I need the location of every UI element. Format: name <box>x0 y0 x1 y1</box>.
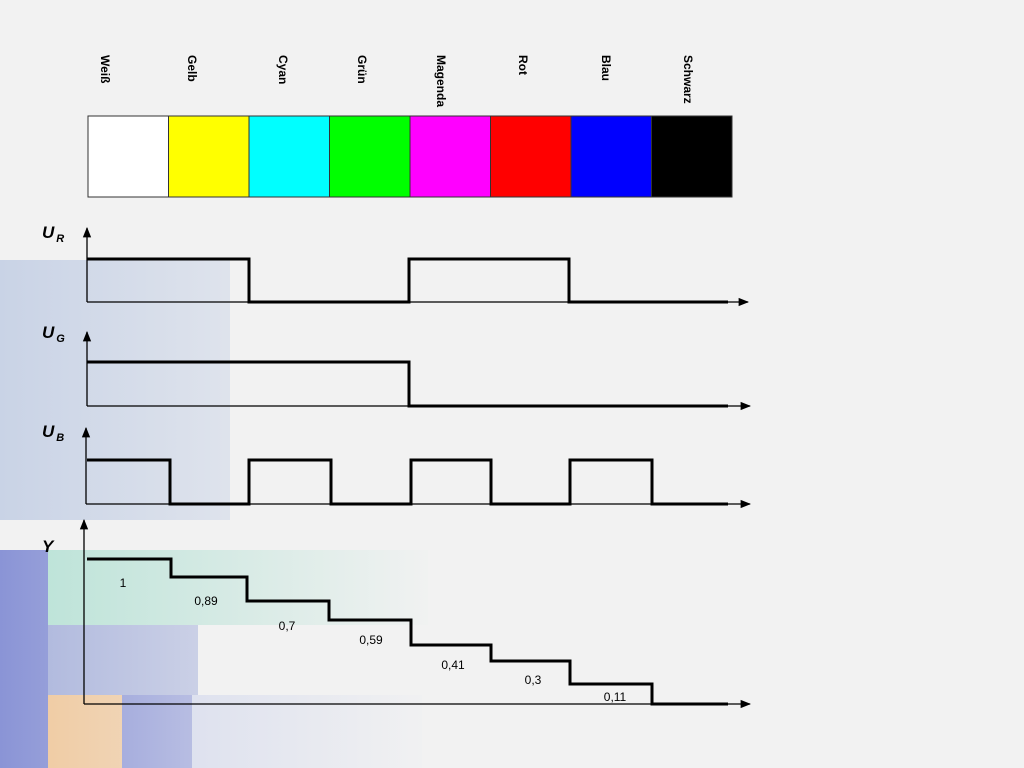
level-label: 0,59 <box>359 633 383 647</box>
color-label: Rot <box>516 55 530 75</box>
level-label: 0,89 <box>194 594 218 608</box>
signal-subscript: G <box>56 333 65 345</box>
level-label: 1 <box>120 576 127 590</box>
bar-white <box>87 115 169 198</box>
waveform-r <box>87 257 728 304</box>
color-label: Gelb <box>185 55 199 82</box>
level-label: 0,11 <box>604 690 627 704</box>
level-labels: 1 0,89 0,7 0,59 0,41 0,3 0,11 <box>120 576 627 704</box>
bar-cyan <box>248 115 330 198</box>
signal-subscript: B <box>56 432 64 444</box>
level-label: 0,7 <box>279 619 296 633</box>
signal-symbol: Y <box>42 537 55 556</box>
bar-blue <box>570 115 652 198</box>
level-label: 0,41 <box>441 658 465 672</box>
color-label: Weiß <box>98 55 112 83</box>
color-labels: Weiß Gelb Cyan Grün Magenda Rot Blau Schwarz <box>98 55 695 107</box>
signal-symbol: U <box>42 323 55 342</box>
bar-green <box>329 115 411 198</box>
level-label: 0,3 <box>525 673 542 687</box>
signal-label: Y <box>42 537 55 556</box>
bar-yellow <box>168 115 250 198</box>
color-bars <box>87 115 733 198</box>
color-label: Schwarz <box>681 55 695 104</box>
waveforms <box>87 257 728 706</box>
color-label: Cyan <box>276 55 290 84</box>
waveform-b <box>87 458 728 506</box>
color-label: Grün <box>355 55 369 84</box>
bar-magenta <box>409 115 491 198</box>
color-label: Magenda <box>434 55 448 107</box>
color-label: Blau <box>599 55 613 81</box>
waveform-y <box>87 557 728 706</box>
signal-labels: U RU GU BY <box>42 223 65 556</box>
bar-red <box>490 115 572 198</box>
waveform-g <box>87 360 728 408</box>
signal-subscript: R <box>56 233 64 245</box>
background-decoration <box>0 250 440 768</box>
bar-black <box>651 115 733 198</box>
signal-symbol: U <box>42 422 55 441</box>
signal-symbol: U <box>42 223 55 242</box>
